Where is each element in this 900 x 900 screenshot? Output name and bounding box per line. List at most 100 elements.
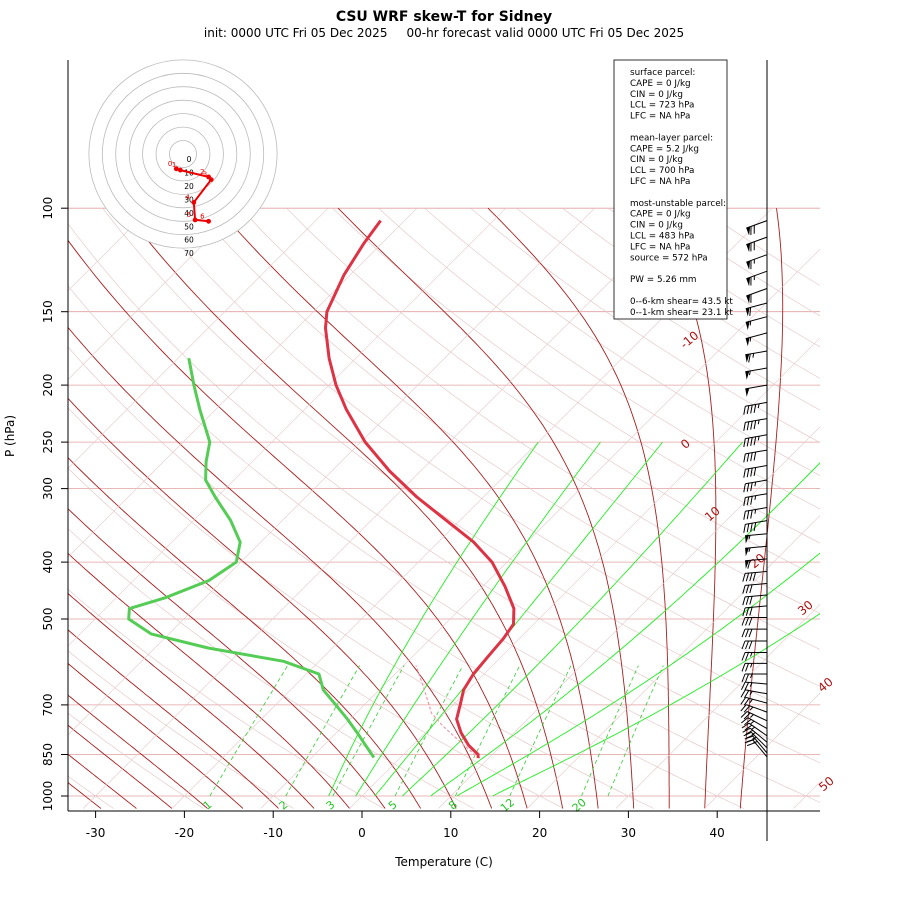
- wind-barb-full-feather: [746, 483, 750, 492]
- hodograph-point-label: 3: [203, 171, 207, 179]
- wind-barb-full-feather: [745, 628, 749, 638]
- info-box-line: LFC = NA hPa: [630, 112, 690, 122]
- y-tick-label: 250: [41, 431, 55, 454]
- wind-barb: [743, 418, 768, 431]
- dry-adiabat-line: [378, 207, 820, 510]
- wind-barb: [742, 571, 768, 582]
- hodograph-ring-label: 50: [184, 222, 194, 231]
- wind-barb-full-feather: [749, 307, 752, 316]
- wind-barb-full-feather: [744, 735, 754, 740]
- dry-adiabat-line: [194, 207, 820, 650]
- dry-adiabat-line: [68, 712, 204, 809]
- wind-barb-full-feather: [743, 731, 752, 737]
- chart-subtitle: init: 0000 UTC Fri 05 Dec 2025 00-hr for…: [204, 26, 684, 40]
- wind-barb-half-feather: [750, 673, 753, 679]
- wind-barb: [740, 717, 768, 730]
- wind-barb: [745, 350, 768, 363]
- moist-adiabat-line: [68, 694, 208, 809]
- wind-barb-full-feather: [753, 420, 757, 430]
- x-tick-label: 40: [710, 826, 725, 840]
- wind-barb-full-feather: [743, 497, 746, 506]
- moist-adiabat-line: [68, 508, 386, 809]
- wind-barb-full-feather: [746, 742, 756, 747]
- dry-adiabat-line: [286, 207, 820, 579]
- wind-barb: [745, 302, 768, 317]
- info-box-line: LCL = 723 hPa: [630, 101, 694, 111]
- y-axis-label: P (hPa): [3, 415, 17, 457]
- dry-adiabat-line: [102, 208, 820, 725]
- info-box-line: LCL = 700 hPa: [630, 166, 694, 176]
- wind-barb-full-feather: [750, 468, 753, 477]
- wind-barb-half-feather: [757, 419, 760, 425]
- dry-adiabat-line: [68, 285, 820, 803]
- wind-barb-full-feather: [753, 522, 757, 532]
- wind-barb-half-feather: [754, 495, 757, 500]
- wind-barb-half-feather: [757, 436, 760, 441]
- wind-barb-staff: [745, 302, 768, 310]
- wind-barb-staff: [746, 220, 768, 229]
- wind-barb-staff: [752, 739, 768, 758]
- wind-barb-full-feather: [750, 496, 753, 505]
- wind-barb-staff: [745, 479, 768, 485]
- wind-barb-full-feather: [748, 640, 753, 650]
- wind-barb-pennant: [746, 243, 751, 253]
- chart-title: CSU WRF skew-T for Sidney: [336, 9, 552, 25]
- wind-barb-full-feather: [745, 584, 750, 594]
- wind-barb-full-feather: [750, 523, 753, 532]
- wind-barb: [746, 270, 768, 287]
- y-tick-label: 700: [41, 693, 55, 716]
- hodograph-ring-label: 30: [184, 195, 194, 204]
- mixing-ratio-line: [509, 665, 572, 797]
- hodograph-ring: [115, 86, 251, 222]
- wind-barb-full-feather: [750, 510, 753, 519]
- info-box-line: source = 572 hPa: [630, 253, 708, 263]
- saturation-mixing-guide-line: [355, 441, 601, 797]
- wind-barb: [740, 704, 768, 713]
- x-tick-label: -20: [175, 826, 195, 840]
- wind-barb-half-feather: [749, 698, 753, 703]
- wind-barb-full-feather: [745, 617, 749, 626]
- wind-barb-staff: [747, 717, 768, 730]
- wind-barb-full-feather: [742, 727, 751, 733]
- moist-adiabat-line: [68, 753, 137, 809]
- info-box-line: LFC = NA hPa: [630, 177, 690, 187]
- info-box-line: PW = 5.26 mm: [630, 275, 697, 285]
- wind-barb: [746, 288, 768, 304]
- wind-barb-full-feather: [743, 511, 746, 520]
- wind-barb-full-feather: [740, 717, 749, 724]
- wind-barb-half-feather: [752, 353, 755, 358]
- info-box-line: CAPE = 0 J/kg: [630, 79, 691, 89]
- sounding-curves: [127, 219, 516, 759]
- info-box-line: surface parcel:: [630, 68, 695, 78]
- x-tick-label: -30: [86, 826, 106, 840]
- wind-barb: [743, 493, 768, 506]
- wind-barb: [740, 689, 768, 699]
- wind-barb-staff: [745, 696, 768, 704]
- wind-barb: [745, 558, 768, 569]
- wind-barb: [740, 696, 768, 706]
- isotherm-line: [82, 207, 684, 809]
- isotherm-line: [349, 337, 820, 809]
- info-box-line: most-unstable parcel:: [630, 199, 726, 209]
- wind-barb: [745, 367, 768, 380]
- temperature-profile-line: [324, 219, 516, 759]
- wind-barb-staff: [745, 384, 768, 390]
- wind-barb-full-feather: [743, 712, 751, 720]
- isotherm-line: [68, 207, 418, 558]
- y-tick-label: 300: [41, 477, 55, 500]
- wind-barb-staff: [745, 316, 768, 323]
- saturation-mixing-guide-line: [402, 441, 743, 797]
- info-box-line: LCL = 483 hPa: [630, 232, 694, 242]
- moist-adiabat-line: [68, 592, 315, 809]
- saturation-mixing-guide-line: [430, 462, 820, 797]
- moist-adiabat-line: [68, 629, 279, 809]
- wind-barb-staff: [745, 465, 768, 470]
- wind-barb-pennant: [745, 560, 750, 569]
- wind-barb-full-feather: [745, 673, 749, 683]
- wind-barb-full-feather: [747, 560, 751, 569]
- wind-barb-full-feather: [742, 596, 746, 606]
- wind-barb-pennant: [746, 226, 751, 236]
- hodograph-ring: [169, 140, 197, 168]
